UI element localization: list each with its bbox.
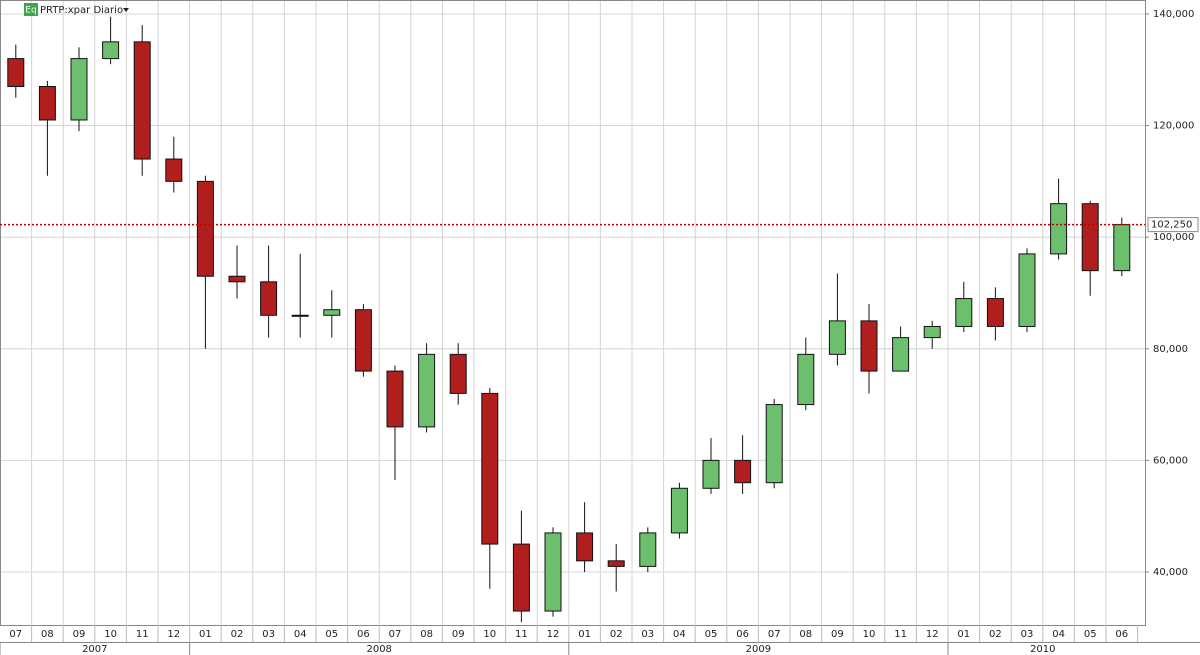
year-label: 2010 bbox=[1030, 644, 1055, 655]
x-tick-label: 08 bbox=[799, 629, 812, 640]
chart-title[interactable]: PRTP:xpar Diario bbox=[40, 5, 123, 16]
candle-body bbox=[860, 320, 878, 372]
x-tick-label: 10 bbox=[483, 629, 496, 640]
y-tick-label: 60,000 bbox=[1153, 455, 1188, 466]
candle-body bbox=[955, 298, 973, 327]
candle-body bbox=[102, 41, 120, 60]
year-label: 2007 bbox=[82, 644, 107, 655]
x-tick-label: 04 bbox=[1052, 629, 1065, 640]
candle-body bbox=[1113, 224, 1131, 272]
x-tick-label: 10 bbox=[104, 629, 117, 640]
dropdown-arrow[interactable] bbox=[123, 8, 129, 12]
x-tick-label: 07 bbox=[768, 629, 781, 640]
year-label: 2009 bbox=[746, 644, 771, 655]
x-tick-label: 09 bbox=[452, 629, 465, 640]
candle-body bbox=[702, 459, 720, 489]
x-tick-label: 06 bbox=[1115, 629, 1128, 640]
candle-body bbox=[797, 353, 815, 406]
candle-body bbox=[418, 353, 436, 428]
x-tick-label: 01 bbox=[957, 629, 970, 640]
x-tick-label: 12 bbox=[167, 629, 180, 640]
candle-body bbox=[354, 309, 372, 372]
badge: Eq bbox=[25, 6, 36, 16]
x-tick-label: 01 bbox=[199, 629, 212, 640]
last-price-box bbox=[1147, 217, 1199, 233]
x-tick-label: 11 bbox=[136, 629, 149, 640]
y-tick-label: 140,000 bbox=[1153, 9, 1194, 20]
x-tick-label: 05 bbox=[325, 629, 338, 640]
x-tick-label: 11 bbox=[894, 629, 907, 640]
last-price-label: 102,250 bbox=[1151, 220, 1192, 231]
candle-body bbox=[38, 85, 56, 121]
candle-body bbox=[607, 560, 625, 567]
x-tick-label: 09 bbox=[831, 629, 844, 640]
y-tick-label: 80,000 bbox=[1153, 344, 1188, 355]
x-tick-label: 02 bbox=[231, 629, 244, 640]
candle-body bbox=[386, 370, 404, 428]
x-tick-label: 07 bbox=[389, 629, 402, 640]
candle-body bbox=[765, 404, 783, 484]
x-tick-label: 03 bbox=[262, 629, 275, 640]
x-tick-label: 02 bbox=[610, 629, 623, 640]
candle-body bbox=[828, 320, 846, 355]
x-tick-label: 03 bbox=[1021, 629, 1034, 640]
y-tick-label: 100,000 bbox=[1153, 232, 1194, 243]
candle-body bbox=[7, 58, 25, 87]
x-tick-label: 04 bbox=[673, 629, 686, 640]
plot-frame bbox=[0, 0, 1146, 626]
y-tick-label: 40,000 bbox=[1153, 567, 1188, 578]
candle-body bbox=[481, 392, 499, 545]
x-tick-label: 05 bbox=[1084, 629, 1097, 640]
candle-body bbox=[70, 58, 88, 121]
candle-body bbox=[133, 41, 151, 160]
x-tick-label: 09 bbox=[73, 629, 86, 640]
candle-body bbox=[512, 543, 530, 612]
candle-body bbox=[260, 281, 278, 316]
candle-body bbox=[1050, 203, 1068, 255]
x-tick-label: 01 bbox=[578, 629, 591, 640]
candle-body bbox=[1018, 253, 1036, 327]
candle-body bbox=[323, 309, 341, 316]
candle-body bbox=[576, 532, 594, 562]
x-tick-label: 10 bbox=[863, 629, 876, 640]
candle-body bbox=[449, 353, 467, 394]
x-tick-label: 02 bbox=[989, 629, 1002, 640]
candle-body bbox=[291, 314, 309, 317]
y-tick-label: 120,000 bbox=[1153, 121, 1194, 132]
candle-body bbox=[734, 459, 752, 484]
x-tick-label: 03 bbox=[641, 629, 654, 640]
x-tick-label: 08 bbox=[41, 629, 54, 640]
candle-body bbox=[670, 487, 688, 534]
x-tick-label: 07 bbox=[9, 629, 22, 640]
x-tick-label: 12 bbox=[926, 629, 939, 640]
x-tick-label: 11 bbox=[515, 629, 528, 640]
x-tick-label: 06 bbox=[736, 629, 749, 640]
candle-body bbox=[986, 298, 1004, 327]
candle-body bbox=[196, 180, 214, 277]
x-tick-label: 12 bbox=[547, 629, 560, 640]
x-tick-label: 04 bbox=[294, 629, 307, 640]
candle-body bbox=[544, 532, 562, 612]
plot-area bbox=[0, 0, 1145, 625]
badge-icon bbox=[24, 3, 38, 16]
candle-body bbox=[923, 325, 941, 339]
candle-body bbox=[639, 532, 657, 567]
x-tick-label: 06 bbox=[357, 629, 370, 640]
year-label: 2008 bbox=[366, 644, 391, 655]
candle-body bbox=[892, 337, 910, 372]
candle-body bbox=[228, 275, 246, 283]
candle-body bbox=[165, 158, 183, 182]
x-tick-label: 05 bbox=[705, 629, 718, 640]
x-tick-label: 08 bbox=[420, 629, 433, 640]
candle-body bbox=[1081, 203, 1099, 272]
